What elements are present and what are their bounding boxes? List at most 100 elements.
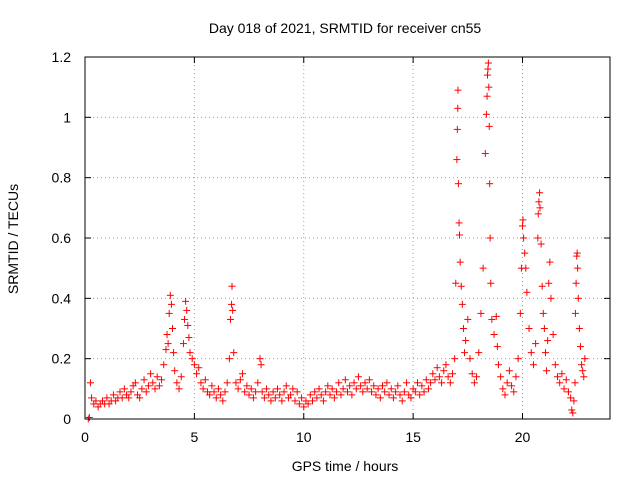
data-point bbox=[572, 279, 580, 287]
data-point bbox=[173, 379, 181, 387]
data-point bbox=[165, 309, 173, 317]
data-point bbox=[309, 397, 316, 405]
data-point bbox=[183, 306, 191, 314]
data-point bbox=[505, 367, 513, 375]
data-point bbox=[525, 325, 533, 332]
data-point bbox=[372, 391, 380, 399]
data-point bbox=[298, 394, 306, 402]
data-point bbox=[269, 388, 277, 396]
data-point bbox=[282, 382, 290, 390]
data-point bbox=[171, 367, 179, 375]
data-point bbox=[228, 282, 236, 290]
x-tick-label: 10 bbox=[296, 429, 312, 445]
data-point bbox=[304, 400, 312, 408]
data-point bbox=[459, 325, 467, 332]
data-point bbox=[193, 370, 201, 378]
data-point bbox=[376, 394, 384, 402]
data-point bbox=[363, 385, 371, 393]
data-point bbox=[166, 291, 174, 299]
data-point bbox=[454, 104, 462, 112]
data-point bbox=[265, 391, 273, 399]
data-point bbox=[140, 376, 148, 384]
data-point bbox=[407, 394, 415, 402]
axis-ticks bbox=[84, 56, 610, 420]
data-point bbox=[485, 122, 493, 130]
data-point bbox=[481, 150, 489, 158]
data-point bbox=[147, 370, 155, 378]
data-point bbox=[521, 249, 529, 257]
data-point bbox=[396, 391, 404, 399]
data-point bbox=[306, 391, 314, 399]
data-point bbox=[289, 385, 297, 393]
data-point bbox=[554, 373, 561, 381]
data-point bbox=[109, 391, 117, 399]
data-point bbox=[551, 361, 559, 369]
data-point bbox=[357, 382, 365, 390]
data-point bbox=[488, 315, 496, 323]
y-tick-labels: 0 0.2 0.4 0.6 0.8 1 1.2 bbox=[52, 49, 72, 427]
data-point bbox=[497, 373, 505, 381]
data-point bbox=[544, 337, 552, 345]
data-point bbox=[195, 364, 203, 372]
data-point bbox=[536, 189, 544, 197]
data-point bbox=[348, 391, 356, 399]
data-point bbox=[411, 388, 419, 396]
data-point bbox=[217, 391, 225, 399]
data-point bbox=[190, 361, 198, 369]
data-point bbox=[537, 240, 545, 248]
data-point bbox=[484, 71, 491, 79]
data-point bbox=[571, 309, 579, 317]
x-tick-label: 5 bbox=[190, 429, 198, 445]
data-point bbox=[442, 361, 450, 369]
data-point bbox=[569, 409, 577, 417]
data-point bbox=[414, 379, 421, 387]
data-point bbox=[236, 376, 244, 384]
data-point bbox=[350, 379, 358, 387]
data-point bbox=[424, 385, 432, 393]
data-point bbox=[184, 321, 192, 329]
data-point bbox=[225, 355, 233, 363]
data-point bbox=[326, 391, 334, 399]
data-point bbox=[486, 180, 494, 188]
data-point bbox=[256, 355, 264, 363]
data-point bbox=[394, 382, 402, 390]
data-point bbox=[247, 385, 255, 393]
data-point bbox=[451, 355, 459, 363]
data-point bbox=[512, 373, 520, 381]
data-point bbox=[138, 385, 146, 393]
data-point bbox=[475, 349, 483, 357]
data-point bbox=[449, 370, 456, 378]
data-point bbox=[456, 231, 463, 239]
data-point bbox=[182, 297, 190, 305]
data-point bbox=[142, 388, 150, 396]
data-point bbox=[346, 382, 354, 390]
data-point bbox=[330, 394, 338, 402]
data-point bbox=[354, 373, 362, 381]
data-point bbox=[564, 388, 572, 396]
data-point bbox=[403, 379, 411, 387]
data-point bbox=[352, 385, 360, 393]
data-point bbox=[319, 397, 327, 405]
data-point bbox=[208, 382, 216, 390]
data-point bbox=[532, 340, 540, 348]
data-point bbox=[484, 65, 492, 73]
data-point bbox=[223, 379, 231, 387]
data-point bbox=[177, 373, 185, 381]
data-point bbox=[492, 312, 500, 320]
data-point bbox=[470, 379, 478, 387]
data-point bbox=[381, 388, 389, 396]
data-point bbox=[295, 400, 303, 408]
data-point bbox=[226, 315, 234, 323]
data-point bbox=[341, 376, 349, 384]
data-point bbox=[322, 388, 330, 396]
data-point bbox=[580, 373, 588, 381]
data-point bbox=[560, 385, 568, 393]
data-point bbox=[575, 325, 583, 332]
data-point bbox=[249, 394, 257, 402]
data-point bbox=[440, 367, 448, 375]
data-point bbox=[508, 382, 516, 390]
data-point bbox=[487, 279, 495, 287]
data-point bbox=[519, 216, 527, 224]
data-point bbox=[385, 391, 393, 399]
data-point bbox=[163, 331, 171, 339]
